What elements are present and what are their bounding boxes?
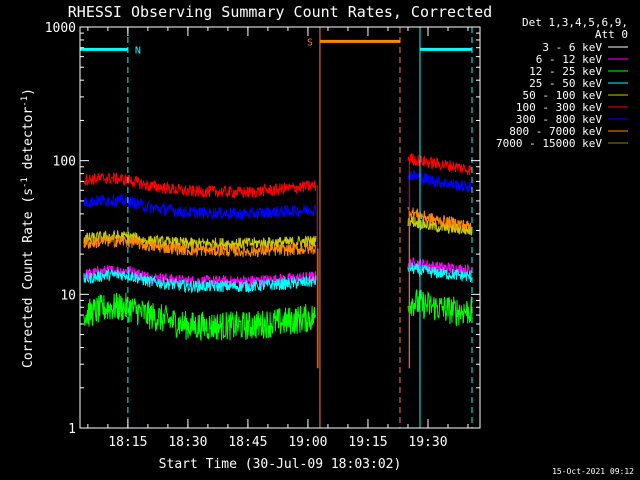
series-12to25keV [83,288,473,341]
plot-frame [79,26,481,429]
series-line [83,193,317,220]
x-tick-label: 18:45 [228,435,267,450]
axes: 1 10 100 1000 18:15 18:30 18:45 19:00 19:15 19:30 [45,21,481,450]
series-300to800keV [83,170,473,220]
series-25to50keV [83,260,473,294]
legend-header: Att 0 [595,28,628,41]
legend-entry: 300 - 800 keV [516,113,602,126]
timestamp: 15-Oct-2021 09:12 [552,467,634,476]
y-tick-label: 100 [53,155,76,170]
series-line [407,259,473,305]
series-line [407,153,473,176]
series-line [407,170,473,193]
annotations: NS [79,27,473,428]
x-tick-label: 19:15 [348,435,387,450]
x-tick-label: 18:15 [108,435,147,450]
series-50to100keV [83,216,473,251]
legend-header: Det 1,3,4,5,6,9, [522,16,628,29]
legend-entry: 25 - 50 keV [529,77,602,90]
chart-title: RHESSI Observing Summary Count Rates, Co… [68,3,492,21]
series-line [83,292,316,341]
plot-area [83,153,473,369]
legend-entry: 3 - 6 keV [542,41,602,54]
annotation-label: N [135,45,141,56]
series-line [83,235,317,258]
series-line [83,268,317,294]
x-axis-label: Start Time (30-Jul-09 18:03:02) [159,457,402,472]
annotation-label: S [307,37,313,48]
legend-entry: 50 - 100 keV [523,89,603,102]
y-axis-label: Corrected Count Rate (s-1 detector-1) [20,88,36,368]
series-line [407,206,473,233]
y-tick-label: 1000 [45,21,76,36]
series-line [83,229,317,251]
series-line [407,216,473,236]
series-800to7000keV [83,206,473,258]
y-tick-label: 1 [68,422,76,437]
x-tick-label: 18:30 [168,435,207,450]
series-line [407,288,473,327]
legend-entry: 7000 - 15000 keV [496,137,602,150]
series-line [83,171,317,200]
series-100to300keV [83,153,473,200]
y-tick-label: 10 [60,288,76,303]
x-tick-label: 19:30 [408,435,447,450]
annotation-S: S [307,27,401,428]
x-tick-label: 19:00 [288,435,327,450]
legend-entry: 12 - 25 keV [529,65,602,78]
legend-entry: 6 - 12 keV [536,53,603,66]
legend-entry: 100 - 300 keV [516,101,602,114]
series-line [407,260,473,283]
legend-entry: 800 - 7000 keV [509,125,602,138]
